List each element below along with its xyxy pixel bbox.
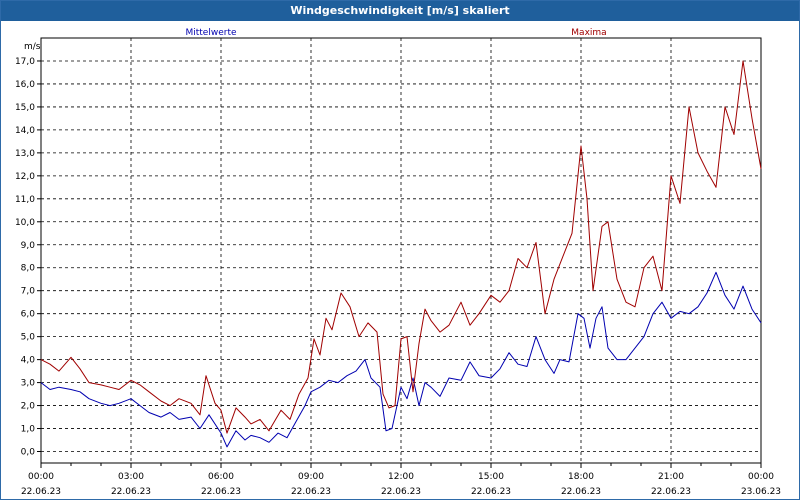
x-tick-date: 22.06.23	[651, 487, 691, 497]
window-title: Windgeschwindigkeit [m/s] skaliert	[1, 1, 799, 21]
y-tick-label: 16,0	[15, 80, 35, 90]
y-tick-label: 6,0	[21, 310, 36, 320]
y-tick-label: 2,0	[21, 402, 36, 412]
y-tick-label: 14,0	[15, 126, 35, 136]
x-axis: 00:00 22.06.23 03:00 22.06.23 06:00 22.06.23 0…	[21, 463, 781, 497]
x-tick-time: 06:00	[208, 472, 234, 482]
grid-lines	[40, 37, 762, 464]
x-tick-date: 22.06.23	[291, 487, 331, 497]
x-tick-time: 12:00	[388, 472, 414, 482]
x-tick-date: 22.06.23	[201, 487, 241, 497]
y-tick-label: 15,0	[15, 103, 35, 113]
y-axis-label: m/s	[24, 42, 41, 52]
legend-entry-maxima: Maxima	[571, 28, 606, 38]
x-tick-time: 09:00	[298, 472, 324, 482]
y-axis: 0,0 1,0 2,0 3,0 4,0 5,0 6,0 7,0 8,0 9,0 10,0 11,0 12…	[15, 57, 41, 458]
x-tick-date: 22.06.23	[111, 487, 151, 497]
y-tick-label: 0,0	[21, 448, 36, 458]
x-tick-date: 22.06.23	[561, 487, 601, 497]
y-tick-label: 1,0	[21, 425, 36, 435]
wind-speed-chart: 0,0 1,0 2,0 3,0 4,0 5,0 6,0 7,0 8,0 9,0 10,0 11,0 12…	[15, 28, 781, 497]
y-tick-label: 7,0	[21, 287, 36, 297]
series-lines	[40, 60, 762, 448]
y-tick-label: 11,0	[15, 195, 35, 205]
x-tick-time: 18:00	[568, 472, 594, 482]
y-tick-label: 10,0	[15, 218, 35, 228]
x-tick-time: 00:00	[748, 472, 774, 482]
series-line-mittelwerte	[40, 271, 762, 448]
legend-entry-mittelwerte: Mittelwerte	[185, 28, 236, 38]
x-tick-date: 22.06.23	[471, 487, 511, 497]
x-tick-time: 00:00	[28, 472, 54, 482]
legend: Mittelwerte Maxima	[185, 28, 606, 38]
y-tick-label: 12,0	[15, 172, 35, 182]
y-tick-label: 9,0	[21, 241, 36, 251]
y-tick-label: 17,0	[15, 57, 35, 67]
y-tick-label: 13,0	[15, 149, 35, 159]
y-tick-label: 5,0	[21, 333, 36, 343]
y-tick-label: 4,0	[21, 356, 36, 366]
x-tick-date: 22.06.23	[21, 487, 61, 497]
y-tick-label: 8,0	[21, 264, 36, 274]
x-tick-time: 03:00	[118, 472, 144, 482]
series-line-maxima	[40, 60, 762, 434]
x-tick-date: 22.06.23	[381, 487, 421, 497]
x-tick-date: 23.06.23	[741, 487, 781, 497]
x-tick-time: 15:00	[478, 472, 504, 482]
x-tick-time: 21:00	[658, 472, 684, 482]
y-tick-label: 3,0	[21, 379, 36, 389]
